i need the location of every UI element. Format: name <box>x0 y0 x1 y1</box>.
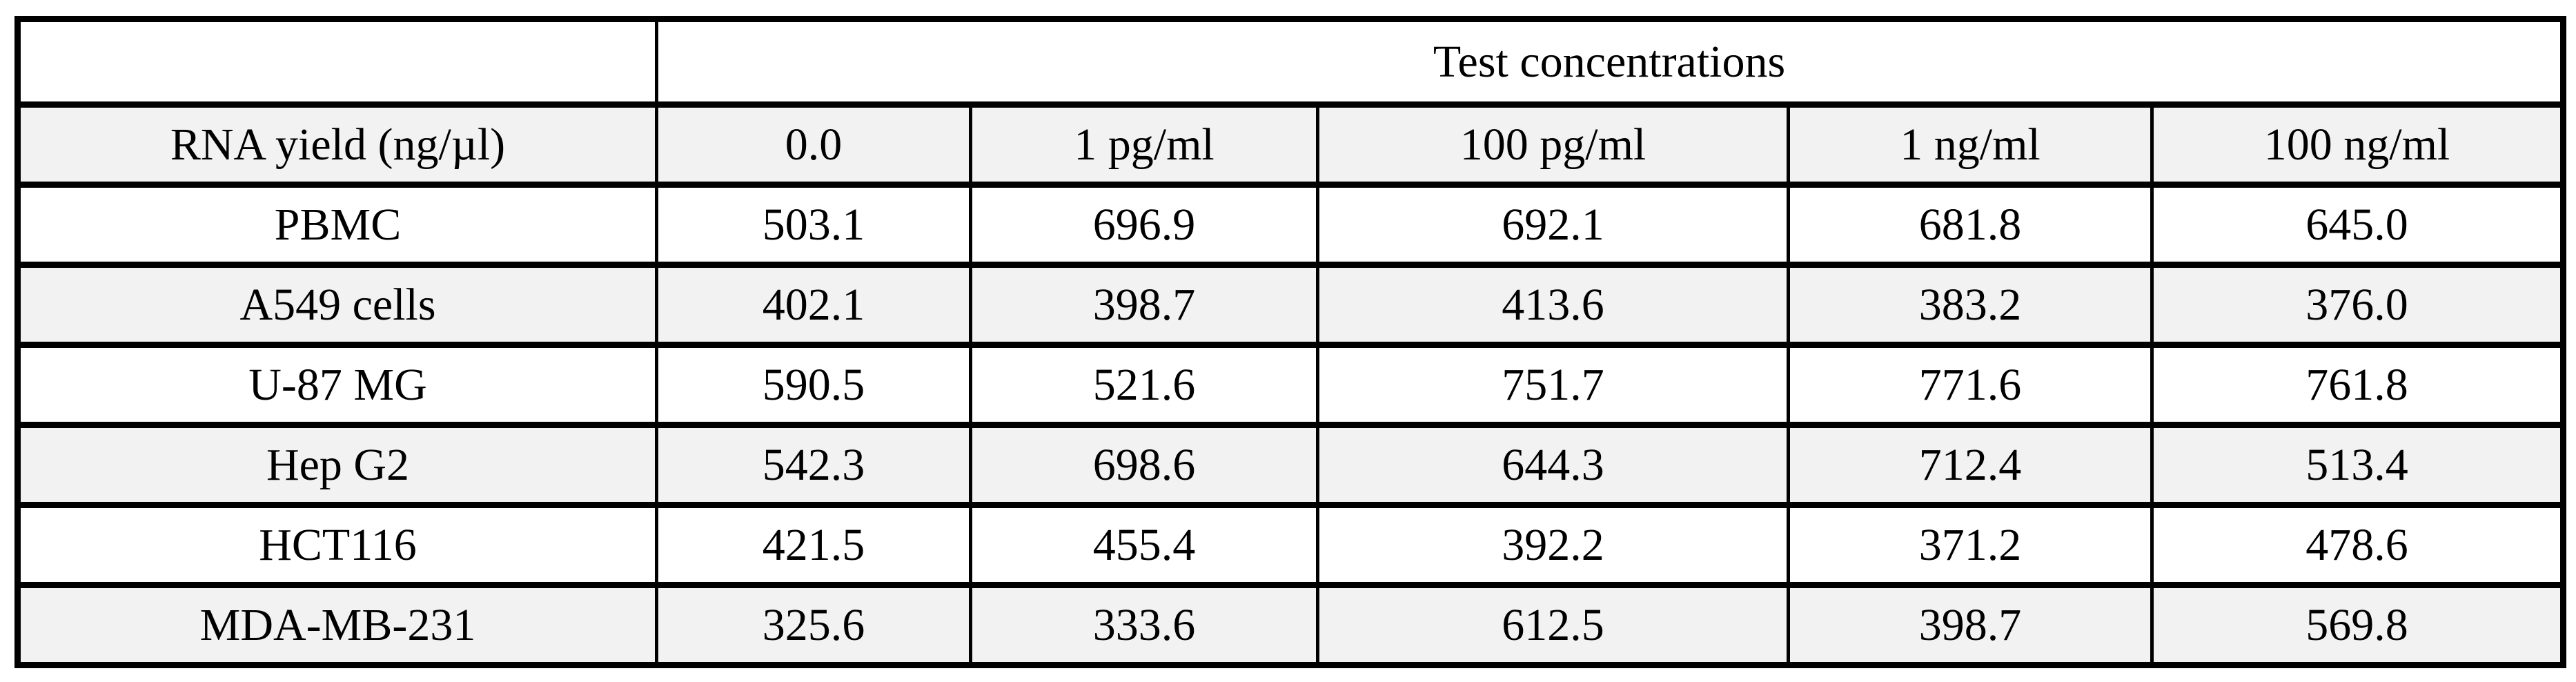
value-cell: 521.6 <box>969 342 1319 428</box>
value-cell: 503.1 <box>655 182 972 268</box>
row-header-label: RNA yield (ng/µl) <box>16 101 658 188</box>
sample-name: MDA-MB-231 <box>16 582 658 668</box>
value-cell: 612.5 <box>1316 582 1790 668</box>
rna-yield-table: Test concentrations RNA yield (ng/µl) 0.… <box>14 16 2567 668</box>
group-header-test-concentrations: Test concentrations <box>654 16 2566 108</box>
corner-cell <box>16 16 658 108</box>
value-cell: 569.8 <box>2150 582 2566 668</box>
value-cell: 455.4 <box>969 502 1319 588</box>
sample-name: A549 cells <box>16 262 658 348</box>
column-header-row: RNA yield (ng/µl) 0.0 1 pg/ml 100 pg/ml … <box>16 101 2566 188</box>
value-cell: 712.4 <box>1787 422 2154 508</box>
value-cell: 761.8 <box>2150 342 2566 428</box>
column-header-0: 0.0 <box>655 101 972 188</box>
column-header-2: 100 pg/ml <box>1316 101 1790 188</box>
value-cell: 402.1 <box>655 262 972 348</box>
value-cell: 645.0 <box>2150 182 2566 268</box>
sample-name: PBMC <box>16 182 658 268</box>
sample-name: Hep G2 <box>16 422 658 508</box>
value-cell: 542.3 <box>655 422 972 508</box>
value-cell: 333.6 <box>969 582 1319 668</box>
table-row-mdamb231: MDA-MB-231 325.6 333.6 612.5 398.7 569.8 <box>16 582 2566 668</box>
value-cell: 692.1 <box>1316 182 1790 268</box>
value-cell: 513.4 <box>2150 422 2566 508</box>
value-cell: 398.7 <box>1787 582 2154 668</box>
sample-name: HCT116 <box>16 502 658 588</box>
table-row-pbmc: PBMC 503.1 696.9 692.1 681.8 645.0 <box>16 182 2566 268</box>
value-cell: 413.6 <box>1316 262 1790 348</box>
value-cell: 478.6 <box>2150 502 2566 588</box>
value-cell: 392.2 <box>1316 502 1790 588</box>
value-cell: 376.0 <box>2150 262 2566 348</box>
value-cell: 421.5 <box>655 502 972 588</box>
value-cell: 398.7 <box>969 262 1319 348</box>
value-cell: 771.6 <box>1787 342 2154 428</box>
column-header-4: 100 ng/ml <box>2150 101 2566 188</box>
table-row-u87mg: U-87 MG 590.5 521.6 751.7 771.6 761.8 <box>16 342 2566 428</box>
value-cell: 383.2 <box>1787 262 2154 348</box>
value-cell: 371.2 <box>1787 502 2154 588</box>
group-header-row: Test concentrations <box>16 16 2566 108</box>
column-header-3: 1 ng/ml <box>1787 101 2154 188</box>
table-row-hepg2: Hep G2 542.3 698.6 644.3 712.4 513.4 <box>16 422 2566 508</box>
sample-name: U-87 MG <box>16 342 658 428</box>
value-cell: 644.3 <box>1316 422 1790 508</box>
value-cell: 696.9 <box>969 182 1319 268</box>
value-cell: 698.6 <box>969 422 1319 508</box>
table-row-hct116: HCT116 421.5 455.4 392.2 371.2 478.6 <box>16 502 2566 588</box>
table-row-a549: A549 cells 402.1 398.7 413.6 383.2 376.0 <box>16 262 2566 348</box>
value-cell: 325.6 <box>655 582 972 668</box>
value-cell: 590.5 <box>655 342 972 428</box>
value-cell: 751.7 <box>1316 342 1790 428</box>
value-cell: 681.8 <box>1787 182 2154 268</box>
column-header-1: 1 pg/ml <box>969 101 1319 188</box>
